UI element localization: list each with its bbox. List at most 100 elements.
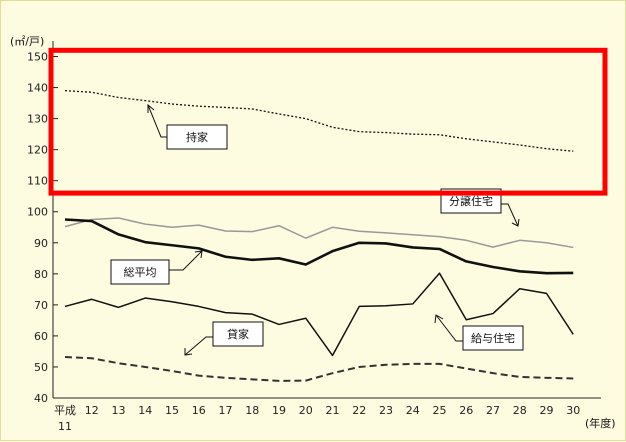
leader-soheikin [169, 250, 203, 271]
data-point-1-17 [519, 240, 520, 241]
data-point-1-0 [64, 226, 65, 227]
data-point-3-0 [64, 306, 65, 307]
data-point-3-4 [171, 301, 172, 302]
data-point-4-5 [198, 375, 199, 376]
data-point-1-6 [225, 230, 226, 231]
data-point-1-18 [546, 242, 547, 243]
data-point-4-17 [519, 376, 520, 377]
data-point-1-13 [412, 234, 413, 235]
data-point-4-12 [385, 364, 386, 365]
y-tick-label: 100 [27, 206, 48, 219]
data-point-0-15 [466, 138, 467, 139]
data-point-0-8 [278, 113, 279, 114]
data-point-1-5 [198, 224, 199, 225]
data-point-0-7 [252, 108, 253, 109]
leader-kyuyo [435, 314, 463, 342]
data-point-3-18 [546, 293, 547, 294]
data-point-1-3 [145, 224, 146, 225]
data-point-0-2 [118, 97, 119, 98]
data-point-1-15 [466, 240, 467, 241]
data-point-0-5 [198, 106, 199, 107]
x-unit-label: (年度) [585, 416, 616, 430]
data-point-1-10 [332, 227, 333, 228]
x-tick-label: 15 [165, 404, 179, 417]
data-point-3-13 [412, 303, 413, 304]
x-tick-label: 12 [85, 404, 99, 417]
data-point-3-3 [145, 297, 146, 298]
data-point-1-14 [439, 236, 440, 237]
x-tick-label: 平成 11 [54, 404, 76, 433]
x-tick-label: 22 [352, 404, 366, 417]
data-point-1-7 [252, 231, 253, 232]
data-point-3-12 [385, 305, 386, 306]
series-line-1 [64, 217, 574, 249]
x-tick-label: 29 [540, 404, 554, 417]
label-kyuyo: 給与住宅 [471, 331, 515, 345]
y-tick-label: 110 [27, 175, 48, 188]
data-point-0-4 [171, 103, 172, 104]
leader-kashiya [184, 336, 213, 356]
series-line-2 [64, 218, 574, 275]
data-point-3-11 [359, 306, 360, 307]
data-point-1-9 [305, 238, 306, 239]
data-point-2-17 [519, 271, 520, 272]
data-point-4-18 [546, 377, 547, 378]
x-tick-label: 25 [433, 404, 447, 417]
x-tick-label: 24 [406, 404, 420, 417]
y-tick-label: 50 [34, 361, 48, 374]
data-point-4-11 [359, 366, 360, 367]
leader-mochiie [147, 104, 167, 138]
data-point-0-18 [546, 148, 547, 149]
data-point-2-4 [171, 245, 172, 246]
x-tick-label: 21 [326, 404, 340, 417]
data-point-3-14 [439, 273, 440, 274]
x-tick-label: 27 [486, 404, 500, 417]
leader-bunjo [501, 203, 519, 227]
data-point-0-0 [64, 90, 65, 91]
data-point-3-1 [91, 299, 92, 300]
data-point-0-12 [385, 132, 386, 133]
arrowhead-kashiya [184, 348, 193, 356]
data-point-3-8 [278, 324, 279, 325]
data-point-1-11 [359, 231, 360, 232]
label-box-mochiie [166, 124, 228, 150]
data-point-2-19 [573, 272, 574, 273]
arrowhead-mochiie [147, 103, 155, 113]
y-tick-label: 130 [27, 113, 48, 126]
data-point-1-12 [385, 232, 386, 233]
data-point-3-17 [519, 288, 520, 289]
data-point-0-16 [492, 141, 493, 142]
label-box-kyuyo [462, 325, 524, 351]
data-point-0-17 [519, 144, 520, 145]
x-tick-label: 19 [272, 404, 286, 417]
data-point-2-8 [278, 258, 279, 259]
data-point-3-7 [252, 314, 253, 315]
data-point-3-19 [573, 334, 574, 335]
data-point-1-19 [573, 247, 574, 248]
x-tick-label: 14 [138, 404, 152, 417]
data-point-2-14 [439, 248, 440, 249]
data-point-2-18 [546, 273, 547, 274]
y-tick-label: 150 [27, 51, 48, 64]
y-tick-label: 60 [34, 330, 48, 343]
y-tick-label: 80 [34, 268, 48, 281]
x-tick-label: 16 [192, 404, 206, 417]
label-box-soheikin [110, 259, 170, 285]
y-tick-label: 40 [34, 392, 48, 405]
highlight-rectangle [48, 47, 608, 196]
data-point-4-14 [439, 363, 440, 364]
data-point-4-0 [64, 356, 65, 357]
series-line-4 [64, 356, 574, 382]
data-point-4-7 [252, 379, 253, 380]
y-tick-label: 120 [27, 144, 48, 157]
data-point-4-2 [118, 363, 119, 364]
data-point-3-9 [305, 318, 306, 319]
x-tick-label: 20 [299, 404, 313, 417]
y-tick-label: 140 [27, 82, 48, 95]
x-tick-label: 23 [379, 404, 393, 417]
data-point-2-15 [466, 261, 467, 262]
data-point-1-2 [118, 217, 119, 218]
data-point-4-3 [145, 366, 146, 367]
data-point-2-0 [64, 219, 65, 220]
